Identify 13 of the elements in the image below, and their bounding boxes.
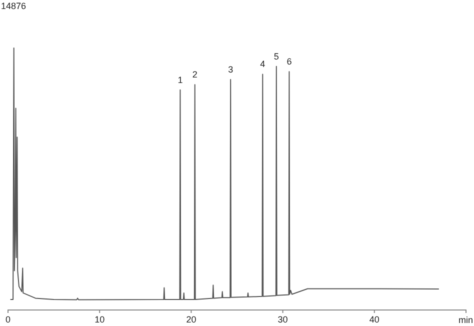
annotation: 6 xyxy=(286,56,292,67)
x-tick-label: 20 xyxy=(186,314,196,324)
x-tick-label: 30 xyxy=(278,314,288,324)
annotation: 4 xyxy=(260,59,266,70)
annotation: 1 xyxy=(178,74,183,85)
x-axis-title: min xyxy=(458,315,473,325)
annotation: 3 xyxy=(228,64,234,74)
text: 14876 xyxy=(1,1,26,11)
x-tick-label: 0 xyxy=(5,314,11,324)
annotation: 5 xyxy=(274,51,279,62)
x-tick-label: 40 xyxy=(369,314,380,324)
x-tick-label: 10 xyxy=(94,314,105,324)
annotation: 2 xyxy=(192,70,198,80)
